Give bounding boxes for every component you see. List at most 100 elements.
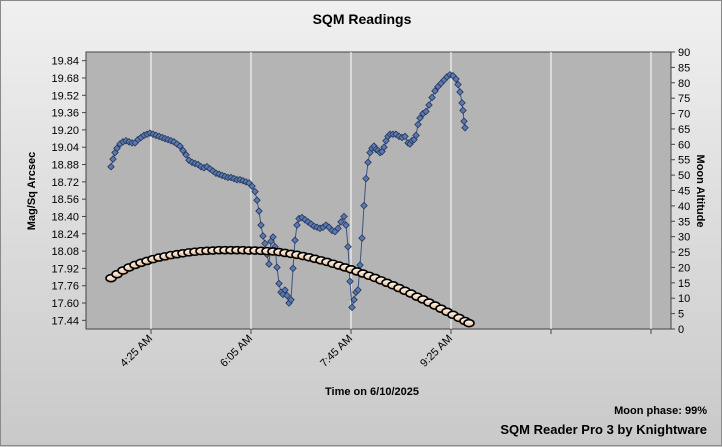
y2-tick-label: 75 [678,93,690,105]
sqm-point [401,132,409,141]
sqm-point [298,213,306,222]
credit-label: SQM Reader Pro 3 by Knightware [500,422,707,437]
sqm-point [248,182,256,190]
sqm-point [173,140,181,148]
x-tick-label: 4:25 AM [118,333,155,370]
sqm-point [422,107,430,116]
y-tick-label: 19.68 [51,73,79,85]
sqm-point [304,218,312,226]
y2-tick-label: 25 [678,247,690,259]
y2-tick-label: 80 [678,78,690,90]
y-tick-label: 17.60 [51,298,79,310]
sqm-point [454,80,462,89]
y-tick-label: 19.52 [51,90,79,102]
sqm-point [253,196,261,205]
y-tick-label: 18.08 [51,246,79,258]
sqm-point [265,260,273,268]
sqm-point [428,93,436,102]
sqm-point [283,291,291,300]
sqm-point [281,286,289,294]
x-tick-label: 6:05 AM [218,333,255,370]
sqm-point [301,215,309,224]
y2-tick-label: 65 [678,124,690,136]
sqm-point [459,106,467,115]
sqm-point [364,158,372,167]
y2-tick-label: 85 [678,62,690,74]
sqm-point [452,75,460,83]
sqm-point [176,142,184,150]
y-tick-label: 17.76 [51,281,79,293]
sqm-point [362,174,370,183]
y-tick-label: 17.92 [51,263,79,275]
y2-tick-label: 55 [678,155,690,167]
sqm-point [261,239,269,248]
y2-tick-label: 45 [678,186,690,198]
sqm-point [337,218,345,226]
y2-tick-label: 15 [678,278,690,290]
moon-phase-label: Moon phase: 99% [614,405,707,417]
y-tick-label: 19.20 [51,125,79,137]
sqm-point [346,277,354,286]
sqm-point [392,130,400,139]
y2-tick-label: 70 [678,109,690,121]
sqm-point [460,117,468,126]
x-tick-label: 9:25 AM [418,333,455,370]
moon-point [463,318,475,328]
y2-tick-label: 90 [678,47,690,59]
sqm-point [275,279,283,288]
sqm-point [458,99,466,107]
sqm-point [334,224,342,233]
sqm-point [289,264,297,273]
sqm-point [209,167,217,175]
y2-tick-label: 50 [678,170,690,182]
y2-tick-label: 5 [678,309,684,321]
sqm-point [273,263,281,272]
sqm-point [109,155,117,163]
y2-tick-label: 10 [678,293,690,305]
plot-area [85,51,672,330]
sqm-point [251,187,259,196]
sqm-point [461,123,469,132]
sqm-point [307,220,315,228]
sqm-point [342,221,350,229]
sqm-point [291,236,299,245]
sqm-point [380,143,388,151]
y2-tick-label: 40 [678,201,690,213]
sqm-point [257,221,265,229]
y-tick-label: 18.72 [51,177,79,189]
sqm-point [416,114,424,122]
y-tick-label: 18.56 [51,194,79,206]
sqm-point [113,144,121,153]
sqm-point [182,151,190,159]
y2-tick-label: 0 [678,324,684,336]
sqm-point [203,162,211,171]
y-tick-label: 19.36 [51,108,79,120]
sqm-point [179,146,187,155]
sqm-point [358,234,366,242]
sqm-point [340,212,348,221]
sqm-point [414,120,422,129]
y-tick-label: 19.04 [51,142,79,154]
x-axis-label: Time on 6/10/2025 [325,386,419,398]
x-tick-label: 7:45 AM [318,333,355,370]
sqm-point [255,207,263,215]
y-tick-label: 19.84 [51,56,79,68]
chart-title: SQM Readings [313,11,412,27]
sqm-point [322,221,330,229]
y2-tick-label: 30 [678,232,690,244]
sqm-point [259,232,267,240]
sqm-point [350,296,358,304]
sqm-point [354,286,362,294]
sqm-point [293,221,301,229]
y2-tick-label: 35 [678,216,690,228]
y-tick-label: 18.88 [51,160,79,172]
sqm-point [344,242,352,251]
y-tick-label: 18.40 [51,211,79,223]
sqm-point [412,131,420,140]
y2-tick-label: 60 [678,139,690,151]
sqm-point [269,233,277,241]
y-tick-label: 17.44 [51,315,79,327]
sqm-point [360,201,368,210]
